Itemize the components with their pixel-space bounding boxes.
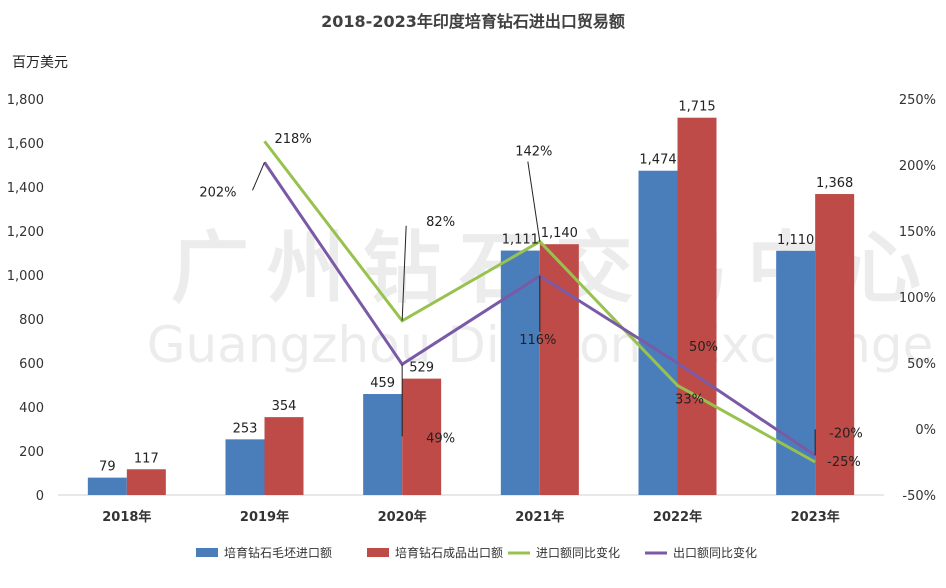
label-leader-line — [252, 162, 265, 191]
y-right-tick-label: 200% — [899, 159, 936, 174]
bar-export — [539, 244, 579, 495]
y-left-tick-label: 200 — [19, 445, 44, 460]
line-data-label: 142% — [515, 145, 552, 160]
bar-data-label: 1,715 — [678, 100, 715, 115]
bar-data-label: 1,140 — [541, 226, 578, 241]
bar-export — [815, 194, 855, 496]
line-data-label: 218% — [275, 132, 312, 147]
bar-export — [677, 117, 717, 495]
y-left-tick-label: 600 — [19, 357, 44, 372]
bar-data-label: 529 — [409, 361, 434, 376]
y-left-tick-label: 1,000 — [7, 269, 44, 284]
y-right-tick-label: 0% — [915, 423, 936, 438]
y-right-tick-label: 150% — [899, 225, 936, 240]
x-tick-label: 2021年 — [515, 509, 564, 525]
legend-label: 培育钻石毛坯进口额 — [224, 545, 332, 560]
legend-label: 出口额同比变化 — [673, 545, 757, 560]
x-tick-label: 2019年 — [240, 509, 289, 525]
bar-import — [500, 250, 540, 495]
y-left-tick-label: 0 — [36, 489, 44, 504]
y-left-tick-label: 1,800 — [7, 93, 44, 108]
bar-data-label: 459 — [370, 376, 395, 391]
legend-swatch — [367, 548, 389, 557]
y-right-tick-label: 50% — [907, 357, 936, 372]
x-tick-label: 2023年 — [791, 509, 840, 525]
y-left-tick-label: 400 — [19, 401, 44, 416]
y-axis-unit-label: 百万美元 — [12, 55, 68, 71]
y-left-tick-label: 1,600 — [7, 137, 44, 152]
line-data-label: 82% — [426, 215, 455, 230]
bar-data-label: 1,474 — [639, 153, 676, 168]
bar-export — [264, 417, 304, 495]
y-right-tick-label: -50% — [902, 489, 936, 504]
line-data-label: 116% — [519, 333, 556, 348]
line-data-label: 202% — [199, 185, 236, 200]
legend-label: 培育钻石成品出口额 — [395, 545, 503, 560]
y-right-tick-label: 100% — [899, 291, 936, 306]
bar-data-label: 1,368 — [816, 176, 853, 191]
bar-data-label: 354 — [272, 399, 297, 414]
y-right-tick-label: 250% — [899, 93, 936, 108]
bar-data-label: 1,110 — [777, 233, 814, 248]
line-data-label: -20% — [829, 426, 863, 441]
bar-data-label: 117 — [134, 451, 159, 466]
x-tick-label: 2020年 — [378, 509, 427, 525]
legend-label: 进口额同比变化 — [536, 545, 620, 560]
bar-export — [126, 469, 166, 495]
line-data-label: -25% — [827, 455, 861, 470]
x-tick-label: 2022年 — [653, 509, 702, 525]
bar-import — [87, 477, 127, 495]
line-data-label: 50% — [689, 340, 718, 355]
bar-import — [638, 170, 678, 495]
bar-data-label: 79 — [99, 460, 116, 475]
bar-import — [225, 439, 265, 495]
chart-title: 2018-2023年印度培育钻石进出口贸易额 — [321, 12, 625, 31]
bar-export — [402, 378, 442, 495]
legend-swatch — [196, 548, 218, 557]
bar-import — [776, 250, 816, 495]
x-tick-label: 2018年 — [102, 509, 151, 525]
bar-data-label: 253 — [233, 421, 258, 436]
y-left-tick-label: 1,200 — [7, 225, 44, 240]
label-leader-line — [527, 161, 541, 242]
bar-import — [363, 394, 403, 495]
y-left-tick-label: 1,400 — [7, 181, 44, 196]
y-left-tick-label: 800 — [19, 313, 44, 328]
label-leader-line — [401, 225, 407, 321]
line-data-label: 33% — [675, 392, 704, 407]
line-data-label: 49% — [426, 431, 455, 446]
bar-data-label: 1,111 — [502, 233, 539, 248]
